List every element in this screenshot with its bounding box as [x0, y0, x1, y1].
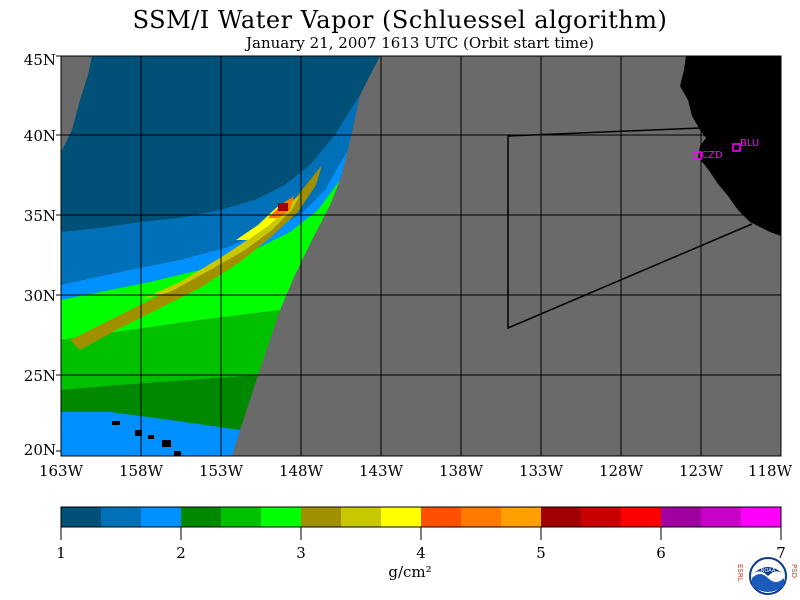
scale-label-3: 3 [296, 544, 306, 562]
lon-label-118w: 118W [747, 462, 793, 480]
scale-label-6: 6 [656, 544, 666, 562]
axis-ticks [56, 55, 61, 452]
colorbar-swatch [541, 507, 582, 527]
colorbar-swatch [421, 507, 462, 527]
lon-label-123w: 123W [678, 462, 724, 480]
lon-label-138w: 138W [438, 462, 484, 480]
lon-label-143w: 143W [358, 462, 404, 480]
colorbar-swatch [661, 507, 702, 527]
noaa-logo: ESRL NOAA PSD [736, 557, 798, 595]
map-subtitle: January 21, 2007 1613 UTC (Orbit start t… [246, 34, 594, 52]
plume-max [278, 203, 288, 211]
station-blu-label: BLU [740, 138, 759, 149]
plume-bright [236, 200, 288, 240]
lat-label-40n: 40N [23, 127, 56, 145]
flight-track [507, 127, 753, 330]
lon-label-128w: 128W [598, 462, 644, 480]
scale-label-5: 5 [536, 544, 546, 562]
swath-green-band [61, 180, 340, 340]
lon-label-153w: 153W [198, 462, 244, 480]
map-title: SSM/I Water Vapor (Schluessel algorithm) [132, 6, 668, 34]
lat-label-20n: 20N [23, 441, 56, 459]
colorbar-swatch [181, 507, 222, 527]
lat-label-25n: 25N [23, 367, 56, 385]
colorbar-swatch [261, 507, 302, 527]
island-3 [148, 435, 154, 439]
logo-esrl-text: ESRL [736, 564, 744, 582]
colorbar-swatch [741, 507, 782, 527]
swath-dark-green [61, 375, 258, 430]
scale-label-2: 2 [176, 544, 186, 562]
logo-psd-text: PSD [790, 564, 798, 578]
lat-label-30n: 30N [23, 287, 56, 305]
colorbar-ticks [60, 527, 782, 540]
lon-label-158w: 158W [118, 462, 164, 480]
swath-blue-band-2 [61, 150, 348, 300]
swath-mid-green [61, 310, 280, 390]
colorbar-swatch [341, 507, 382, 527]
lon-label-133w: 133W [518, 462, 564, 480]
logo-noaa-text: NOAA [761, 568, 776, 574]
colorbar-swatch [301, 507, 342, 527]
scale-label-7: 7 [776, 544, 786, 562]
map-frame [60, 55, 782, 457]
colorbar-swatch [461, 507, 502, 527]
colorbar-swatch [501, 507, 542, 527]
station-blu-marker [732, 143, 741, 152]
lon-label-148w: 148W [278, 462, 324, 480]
colorbar-swatch [61, 507, 102, 527]
station-czd-label: CZD [701, 150, 723, 161]
colorbar-swatch [101, 507, 142, 527]
scale-label-1: 1 [56, 544, 66, 562]
colorbar [61, 507, 782, 527]
plume-olive [70, 165, 322, 350]
island-1 [112, 421, 120, 425]
colorbar-swatch [621, 507, 662, 527]
colorbar-swatch [701, 507, 742, 527]
colorbar-swatch [381, 507, 422, 527]
lat-label-35n: 35N [23, 207, 56, 225]
swath-south-blue [61, 412, 240, 456]
colorbar-swatch [141, 507, 182, 527]
graticule [61, 56, 781, 456]
colorbar-swatch [221, 507, 262, 527]
lat-label-45n: 45N [23, 51, 56, 69]
island-5 [174, 451, 181, 456]
lon-label-163w: 163W [38, 462, 84, 480]
colorbar-swatch [581, 507, 622, 527]
scale-label-4: 4 [416, 544, 426, 562]
island-2 [135, 430, 142, 436]
island-4 [162, 440, 171, 447]
swath-blue-band [61, 95, 360, 285]
station-czd-marker [693, 151, 702, 160]
colorbar-units: g/cm² [388, 563, 432, 581]
land-california [680, 56, 781, 236]
